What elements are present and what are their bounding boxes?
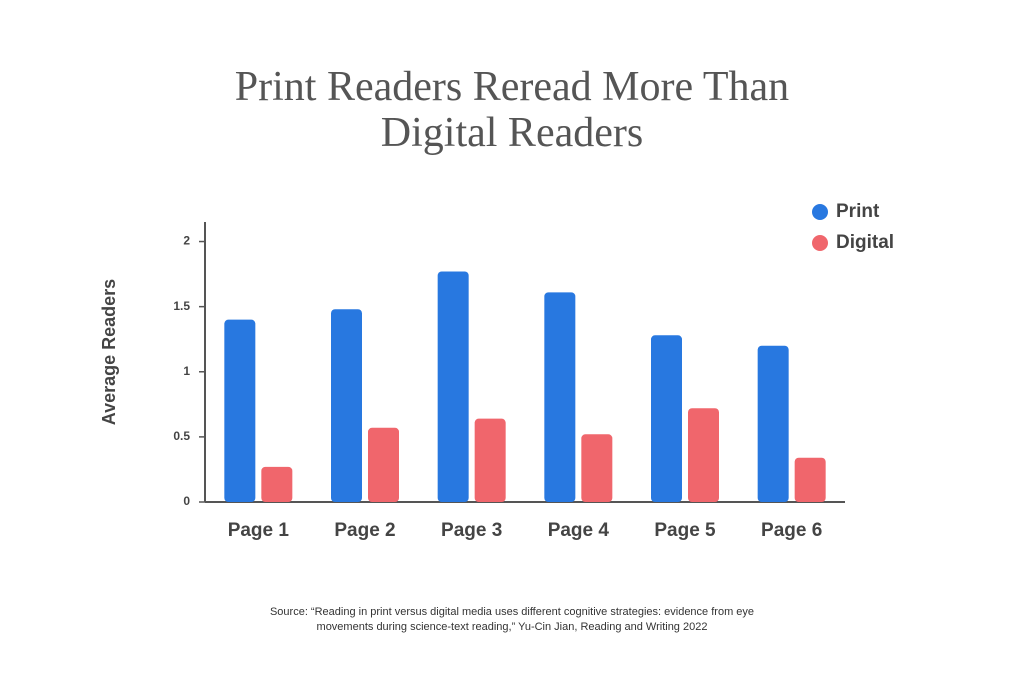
bar [651, 335, 682, 502]
x-tick-label: Page 6 [761, 520, 822, 541]
x-tick-label: Page 4 [548, 520, 610, 541]
bar [437, 271, 469, 502]
y-axis-label: Average Readers [99, 279, 119, 425]
bar [474, 418, 506, 502]
x-tick-label: Page 3 [441, 520, 502, 541]
y-tick-label: 2 [183, 234, 190, 248]
y-tick-label: 0.5 [173, 429, 190, 443]
bar [581, 434, 613, 502]
y-tick-label: 1.5 [173, 299, 190, 313]
y-tick-label: 0 [183, 494, 190, 508]
x-tick-label: Page 1 [228, 520, 290, 541]
bar [368, 427, 399, 502]
y-tick-label: 1 [183, 364, 190, 378]
bar [331, 309, 362, 502]
bar [688, 408, 719, 502]
legend-marker [812, 204, 828, 220]
bar [261, 466, 293, 502]
source-note: Source: “Reading in print versus digital… [269, 606, 755, 633]
legend-marker [812, 235, 828, 251]
bar [544, 292, 576, 502]
bar [757, 345, 789, 502]
x-tick-label: Page 2 [334, 520, 395, 541]
bar [224, 319, 256, 502]
legend-label: Print [836, 201, 880, 222]
legend-label: Digital [836, 232, 894, 253]
x-tick-label: Page 5 [654, 520, 716, 541]
bar [794, 457, 826, 502]
chart-title: Print Readers Reread More Than Digital R… [234, 64, 790, 156]
